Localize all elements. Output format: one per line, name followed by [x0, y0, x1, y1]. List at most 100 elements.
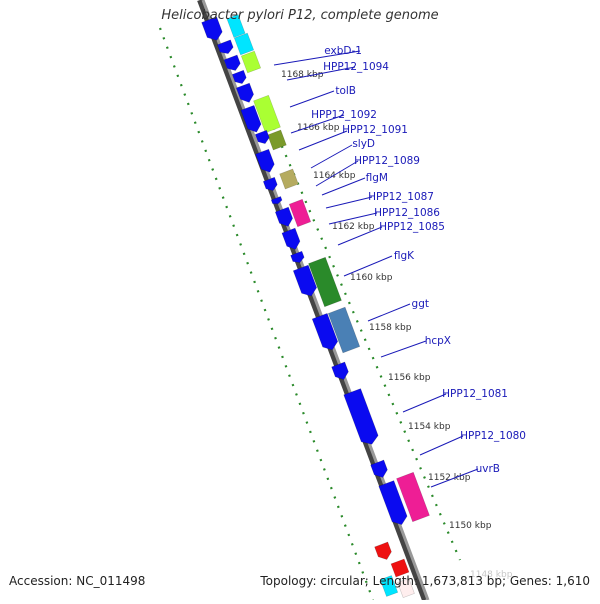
- gene-labels-layer: exbD-1 HPP12_1094 tolB HPP12_1092 HPP12_1091…: [273, 45, 526, 488]
- gene-leader-line: [273, 50, 361, 66]
- gene-feature: [396, 471, 430, 523]
- gene-feature: [397, 578, 415, 598]
- features-layer: [201, 14, 430, 598]
- gene-label: HPP12_1087: [368, 191, 434, 203]
- gene-feature: [290, 250, 305, 264]
- gene-feature-arrow: [331, 361, 349, 380]
- genome-summary-text: Topology: circular; Length: 1,673,813 bp…: [260, 574, 590, 588]
- gene-feature: [216, 39, 234, 54]
- gene-label: HPP12_1091: [342, 124, 408, 136]
- gene-feature-arrow: [201, 16, 223, 41]
- gene-feature: [235, 82, 254, 103]
- gene-feature-block: [396, 471, 430, 523]
- gene-leader-line: [380, 340, 427, 358]
- gene-label: tolB: [335, 85, 356, 97]
- gene-feature: [226, 14, 246, 38]
- ruler-label: 1150 kbp: [449, 521, 492, 531]
- gene-feature: [281, 227, 301, 250]
- gene-label: flgK: [394, 250, 415, 262]
- gene-leader-line: [419, 435, 464, 456]
- gene-feature: [254, 129, 270, 144]
- gene-feature-arrow: [223, 54, 241, 71]
- gene-feature: [240, 50, 262, 74]
- gene-feature: [390, 558, 410, 578]
- gene-feature: [231, 69, 247, 84]
- gene-feature-arrow: [281, 227, 301, 250]
- gene-leader-line: [343, 255, 393, 277]
- gene-feature: [378, 480, 408, 525]
- gene-feature: [379, 575, 399, 597]
- gene-feature: [270, 196, 283, 205]
- gene-feature-arrow: [343, 388, 379, 445]
- gene-feature-arrow: [262, 176, 278, 191]
- gene-feature: [308, 256, 342, 308]
- ruler-label: 1162 kbp: [332, 222, 375, 232]
- ruler-label: 1168 kbp: [281, 70, 324, 80]
- gene-feature: [267, 129, 287, 151]
- gene-leader-line: [337, 226, 383, 246]
- gene-feature: [223, 54, 241, 71]
- gene-feature-block: [390, 558, 410, 578]
- gene-leader-line: [310, 144, 353, 169]
- gene-feature-arrow: [270, 196, 283, 205]
- gene-feature-block: [379, 575, 399, 597]
- gene-label: uvrB: [476, 463, 500, 475]
- ruler-layer: 1168 kbp 1166 kbp 1164 kbp 1162 kbp 1160 kbp…: [281, 70, 513, 580]
- ruler-label: 1156 kbp: [388, 373, 431, 383]
- gene-label: flgM: [366, 172, 388, 184]
- gene-feature-block: [327, 306, 361, 354]
- gene-feature-arrow: [274, 206, 293, 227]
- ruler-label: 1164 kbp: [313, 171, 356, 181]
- ruler-label: 1154 kbp: [408, 422, 451, 432]
- gene-label: HPP12_1081: [442, 388, 508, 400]
- gene-leader-line: [286, 66, 356, 81]
- gene-feature-block: [233, 32, 255, 56]
- gene-leader-line: [402, 393, 447, 413]
- gene-feature-arrow: [254, 129, 270, 144]
- gene-feature: [374, 541, 392, 560]
- ruler-label: 1158 kbp: [369, 323, 412, 333]
- gene-feature-block: [288, 198, 312, 228]
- gene-feature-block: [240, 50, 262, 74]
- gene-feature: [370, 459, 388, 478]
- ruler-label: 1148 kbp: [470, 570, 513, 580]
- gene-feature: [279, 168, 299, 190]
- gene-feature-block: [279, 168, 299, 190]
- genome-title: Helicobacter pylori P12, complete genome: [161, 8, 439, 23]
- gene-feature: [233, 32, 255, 56]
- gene-feature: [201, 16, 223, 41]
- gene-feature-arrow: [374, 541, 392, 560]
- gene-leader-line: [325, 196, 373, 209]
- gene-label: slyD: [352, 138, 375, 150]
- gene-feature: [311, 312, 339, 351]
- gene-feature-block: [308, 256, 342, 308]
- gene-leader-line: [430, 468, 479, 488]
- gene-feature: [327, 306, 361, 354]
- gene-label: HPP12_1086: [374, 207, 440, 219]
- gene-label: exbD-1: [324, 45, 362, 57]
- ruler-label: 1166 kbp: [297, 123, 340, 133]
- gene-feature-arrow: [292, 264, 317, 297]
- gene-feature: [240, 104, 262, 133]
- gene-feature: [288, 198, 312, 228]
- gene-label: HPP12_1089: [354, 155, 420, 167]
- gene-feature-arrow: [370, 459, 388, 478]
- gene-feature: [255, 148, 275, 173]
- gene-feature: [343, 388, 379, 445]
- gene-leader-line: [367, 303, 411, 322]
- gene-feature-block: [253, 94, 281, 134]
- gene-feature-arrow: [255, 148, 275, 173]
- gene-leader-line: [298, 130, 348, 151]
- gene-leader-line: [328, 212, 378, 225]
- gene-leader-line: [315, 160, 359, 187]
- gene-feature-arrow: [378, 480, 408, 525]
- gene-feature: [262, 176, 278, 191]
- gc-dotted-line-inner: [158, 27, 375, 601]
- ruler-label: 1160 kbp: [350, 273, 393, 283]
- accession-text: Accession: NC_011498: [9, 574, 146, 588]
- ruler-label: 1152 kbp: [428, 473, 471, 483]
- gene-feature-arrow: [216, 39, 234, 54]
- gene-feature: [292, 264, 317, 297]
